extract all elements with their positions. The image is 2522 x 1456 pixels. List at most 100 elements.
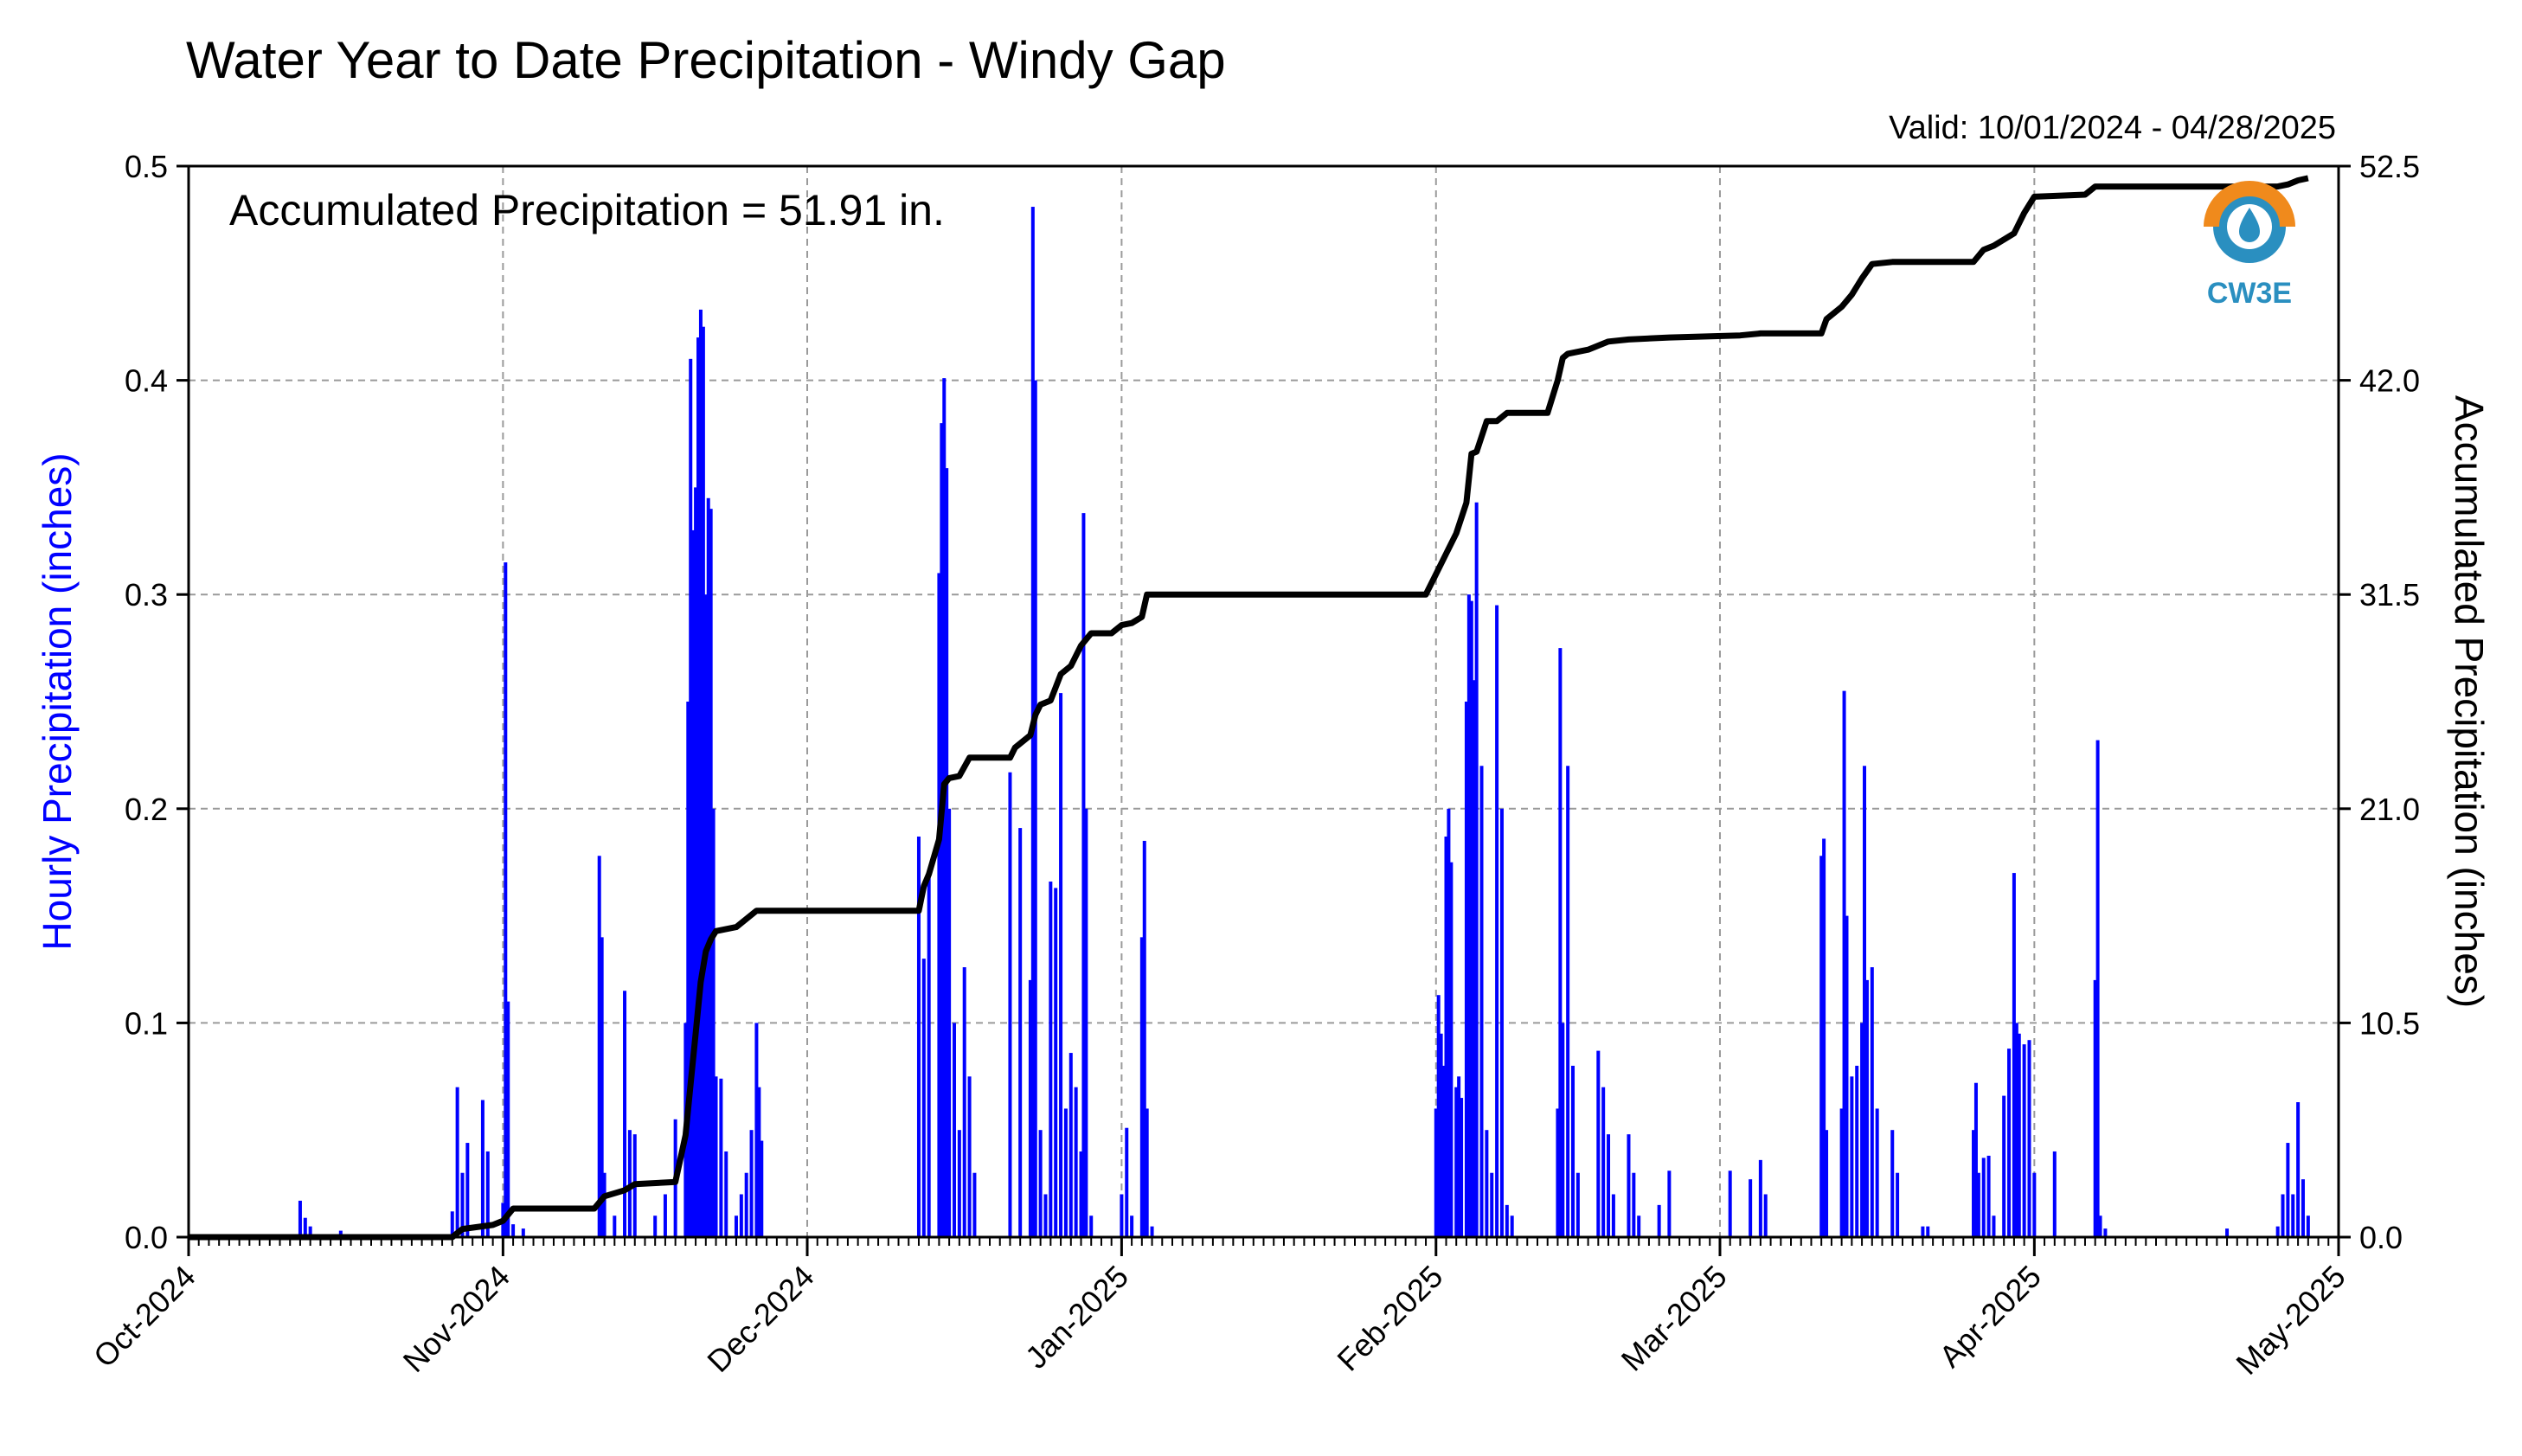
hourly-bar	[1976, 1172, 1980, 1237]
hourly-bar	[1575, 1172, 1580, 1237]
hourly-bar	[701, 326, 705, 1238]
hourly-bar	[945, 468, 949, 1237]
hourly-bar	[2291, 1194, 2295, 1237]
hourly-bar	[1850, 1076, 1854, 1237]
y-axis-left-label: Hourly Precipitation (inches)	[35, 452, 80, 950]
hourly-bar	[760, 1140, 764, 1237]
hourly-bar	[2017, 1033, 2021, 1237]
hourly-bar	[613, 1215, 617, 1237]
hourly-bar	[338, 1230, 343, 1237]
hourly-bar	[1842, 690, 1846, 1237]
hourly-bar	[1447, 808, 1451, 1237]
hourly-bar	[1758, 1159, 1762, 1237]
hourly-bar	[2098, 1215, 2102, 1237]
hourly-bar	[465, 1143, 470, 1237]
hourly-bar	[967, 1076, 972, 1237]
hourly-bar	[602, 1172, 606, 1237]
hourly-bar	[1981, 1158, 1986, 1237]
hourly-bar	[1596, 1050, 1601, 1237]
hourly-bar	[1611, 1194, 1615, 1237]
hourly-bar	[1657, 1204, 1661, 1237]
hourly-bar	[1839, 1108, 1844, 1237]
x-tick-label: Feb-2025	[1330, 1259, 1449, 1378]
hourly-bar	[1505, 1204, 1509, 1237]
hourly-bar	[754, 1023, 759, 1237]
hourly-bar	[2012, 873, 2016, 1237]
hourly-bar	[724, 1151, 728, 1237]
hourly-bar	[2296, 1102, 2301, 1237]
hourly-bar	[734, 1215, 738, 1237]
hourly-bar	[2103, 1228, 2108, 1237]
hourly-bar	[504, 562, 508, 1237]
hourly-bar	[1466, 594, 1471, 1237]
hourly-bar	[1561, 1023, 1565, 1237]
hourly-bar	[749, 1130, 754, 1237]
hourly-bar	[1845, 915, 1849, 1237]
hourly-bar	[2007, 1049, 2012, 1237]
hourly-bar	[1074, 1087, 1078, 1237]
hourly-bar	[1510, 1215, 1514, 1237]
hourly-bar	[696, 337, 701, 1238]
hourly-bar	[972, 1172, 977, 1237]
hourly-bar	[1825, 1130, 1829, 1237]
accumulated-annotation: Accumulated Precipitation = 51.91 in.	[229, 186, 945, 234]
hourly-bar	[937, 573, 941, 1237]
hourly-bar	[1667, 1171, 1672, 1237]
hourly-bar	[1434, 1108, 1438, 1237]
hourly-bar	[1150, 1226, 1154, 1237]
hourly-bar	[1472, 680, 1476, 1237]
hourly-bar	[1068, 1053, 1073, 1237]
hourly-bar	[2095, 740, 2100, 1237]
hourly-bar	[698, 309, 703, 1238]
hourly-bar	[1972, 1130, 1976, 1237]
hourly-bar	[1490, 1172, 1494, 1237]
hourly-bar	[308, 1226, 312, 1237]
hourly-bar	[1130, 1215, 1134, 1237]
chart-title: Water Year to Date Precipitation - Windy…	[186, 31, 1226, 89]
hourly-bars	[298, 207, 2310, 1238]
y-right-tick-label: 42.0	[2359, 363, 2420, 399]
hourly-bar	[2306, 1215, 2310, 1237]
hourly-bar	[450, 1211, 454, 1237]
hourly-bar	[714, 1076, 718, 1237]
hourly-bar	[2032, 1172, 2037, 1237]
hourly-bar	[719, 1078, 723, 1237]
hourly-bar	[757, 1087, 761, 1237]
hourly-bar	[1607, 1134, 1611, 1237]
hourly-bar	[1049, 881, 1053, 1237]
y-right-tick-label: 52.5	[2359, 149, 2420, 184]
hourly-bar	[1063, 1108, 1068, 1237]
hourly-bar	[1875, 1108, 1879, 1237]
y-left-tick-label: 0.5	[125, 149, 168, 184]
accumulated-line	[189, 175, 2309, 1241]
hourly-bar	[2281, 1194, 2285, 1237]
hourly-bar	[1864, 979, 1869, 1237]
y-left-tick-label: 0.3	[125, 577, 168, 613]
hourly-bar	[1627, 1134, 1631, 1237]
hourly-bar	[1081, 513, 1086, 1237]
hourly-bar	[962, 967, 966, 1237]
y-left-tick-label: 0.4	[125, 363, 168, 399]
hourly-bar	[1043, 1194, 1048, 1237]
hourly-bar	[1601, 1087, 1606, 1237]
hourly-bar	[916, 836, 921, 1237]
hourly-bar	[1992, 1215, 1996, 1237]
hourly-bar	[1145, 1108, 1149, 1237]
hourly-bar	[1566, 766, 1570, 1237]
logo-drop	[2239, 208, 2260, 242]
hourly-bar	[1444, 836, 1448, 1237]
hourly-bar	[1495, 605, 1499, 1237]
hourly-bar	[1436, 995, 1441, 1237]
hourly-bar	[709, 509, 713, 1237]
hourly-bar	[1986, 1155, 1991, 1237]
hourly-bar	[703, 594, 708, 1237]
hourly-bar	[2286, 1143, 2290, 1237]
hourly-bar	[2301, 1179, 2305, 1237]
hourly-bar	[1142, 840, 1146, 1237]
hourly-bar	[1439, 1033, 1443, 1237]
x-tick-label: Jan-2025	[1018, 1259, 1135, 1376]
hourly-bar	[597, 856, 601, 1237]
hourly-bar	[480, 1100, 485, 1237]
hourly-bar	[952, 1023, 956, 1237]
logo-text: CW3E	[2207, 277, 2292, 310]
